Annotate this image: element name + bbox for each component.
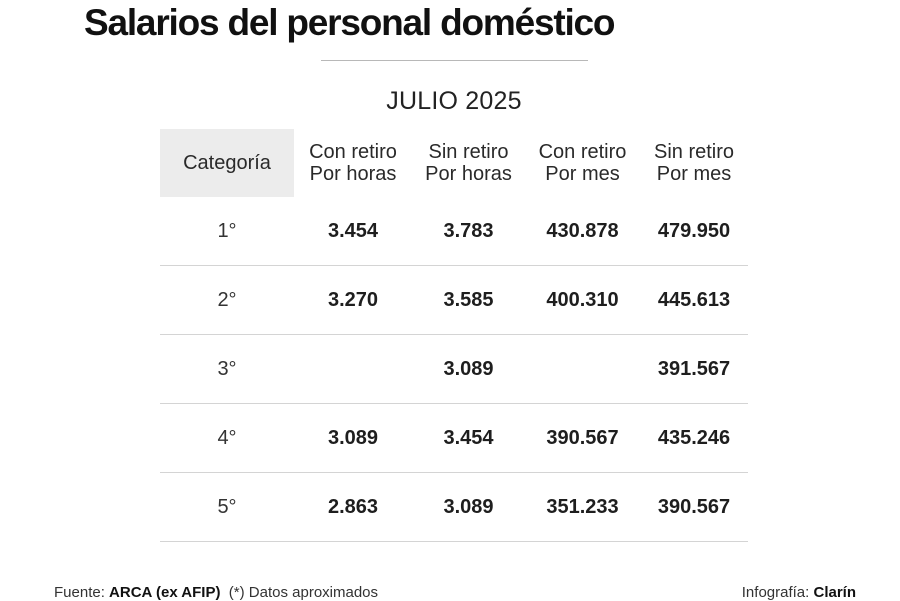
source-label: Fuente:	[54, 584, 105, 601]
header-sublabel: Por horas	[309, 163, 397, 185]
salary-cell: 445.613	[640, 265, 748, 335]
header-sin-retiro-mes: Sin retiro Por mes	[640, 129, 748, 197]
salary-cell: 3.454	[412, 403, 525, 473]
page-title: Salarios del personal doméstico	[84, 2, 616, 43]
category-cell: 3°	[160, 334, 294, 404]
salary-cell: 3.783	[412, 197, 525, 266]
source-name: ARCA (ex AFIP)	[109, 584, 221, 601]
header-sublabel: Por mes	[545, 163, 620, 185]
salary-cell: 2.863	[294, 472, 412, 542]
category-cell: 4°	[160, 403, 294, 473]
salary-cell: 3.089	[294, 403, 412, 473]
table-row: 2° 3.270 3.585 400.310 445.613	[160, 265, 748, 335]
salary-cell: 391.567	[640, 334, 748, 404]
header-label: Categoría	[183, 152, 271, 174]
table-row: 3° 3.089 391.567	[160, 334, 748, 404]
table-row: 5° 2.863 3.089 351.233 390.567	[160, 472, 748, 542]
salary-cell: 390.567	[525, 403, 640, 473]
salary-cell: 400.310	[525, 265, 640, 335]
table-row: 1° 3.454 3.783 430.878 479.950	[160, 197, 748, 266]
category-cell: 2°	[160, 265, 294, 335]
header-label: Sin retiro	[653, 141, 735, 163]
source-note: Fuente: ARCA (ex AFIP) (*) Datos aproxim…	[54, 584, 378, 601]
approx-note: (*) Datos aproximados	[228, 584, 379, 601]
header-sublabel: Por mes	[656, 163, 732, 185]
header-label: Con retiro	[538, 141, 627, 163]
salary-cell: 430.878	[525, 197, 640, 266]
salary-cell: 3.585	[412, 265, 525, 335]
salary-cell: 351.233	[525, 472, 640, 542]
table-header-row: Categoría Con retiro Por horas Sin retir…	[160, 129, 748, 197]
header-category: Categoría	[160, 129, 294, 197]
header-con-retiro-horas: Con retiro Por horas	[294, 129, 412, 197]
salary-cell	[525, 334, 640, 404]
header-label: Sin retiro	[428, 141, 509, 163]
credit-name: Clarín	[813, 584, 856, 601]
salary-cell: 3.089	[412, 334, 525, 404]
salary-cell: 3.270	[294, 265, 412, 335]
header-con-retiro-mes: Con retiro Por mes	[525, 129, 640, 197]
category-cell: 5°	[160, 472, 294, 542]
salary-cell: 479.950	[640, 197, 748, 266]
salary-cell: 390.567	[640, 472, 748, 542]
header-sublabel: Por horas	[425, 163, 512, 185]
salary-cell: 3.454	[294, 197, 412, 266]
category-cell: 1°	[160, 197, 294, 266]
header-label: Con retiro	[309, 141, 397, 163]
credit-label: Infografía:	[741, 584, 810, 601]
salary-cell	[294, 334, 412, 404]
salary-cell: 435.246	[640, 403, 748, 473]
salaries-table: Categoría Con retiro Por horas Sin retir…	[160, 129, 748, 542]
title-divider	[321, 60, 588, 61]
header-sin-retiro-horas: Sin retiro Por horas	[412, 129, 525, 197]
table-subtitle: JULIO 2025	[386, 87, 522, 115]
salary-cell: 3.089	[412, 472, 525, 542]
credit-note: Infografía: Clarín	[742, 584, 856, 601]
table-row: 4° 3.089 3.454 390.567 435.246	[160, 403, 748, 473]
